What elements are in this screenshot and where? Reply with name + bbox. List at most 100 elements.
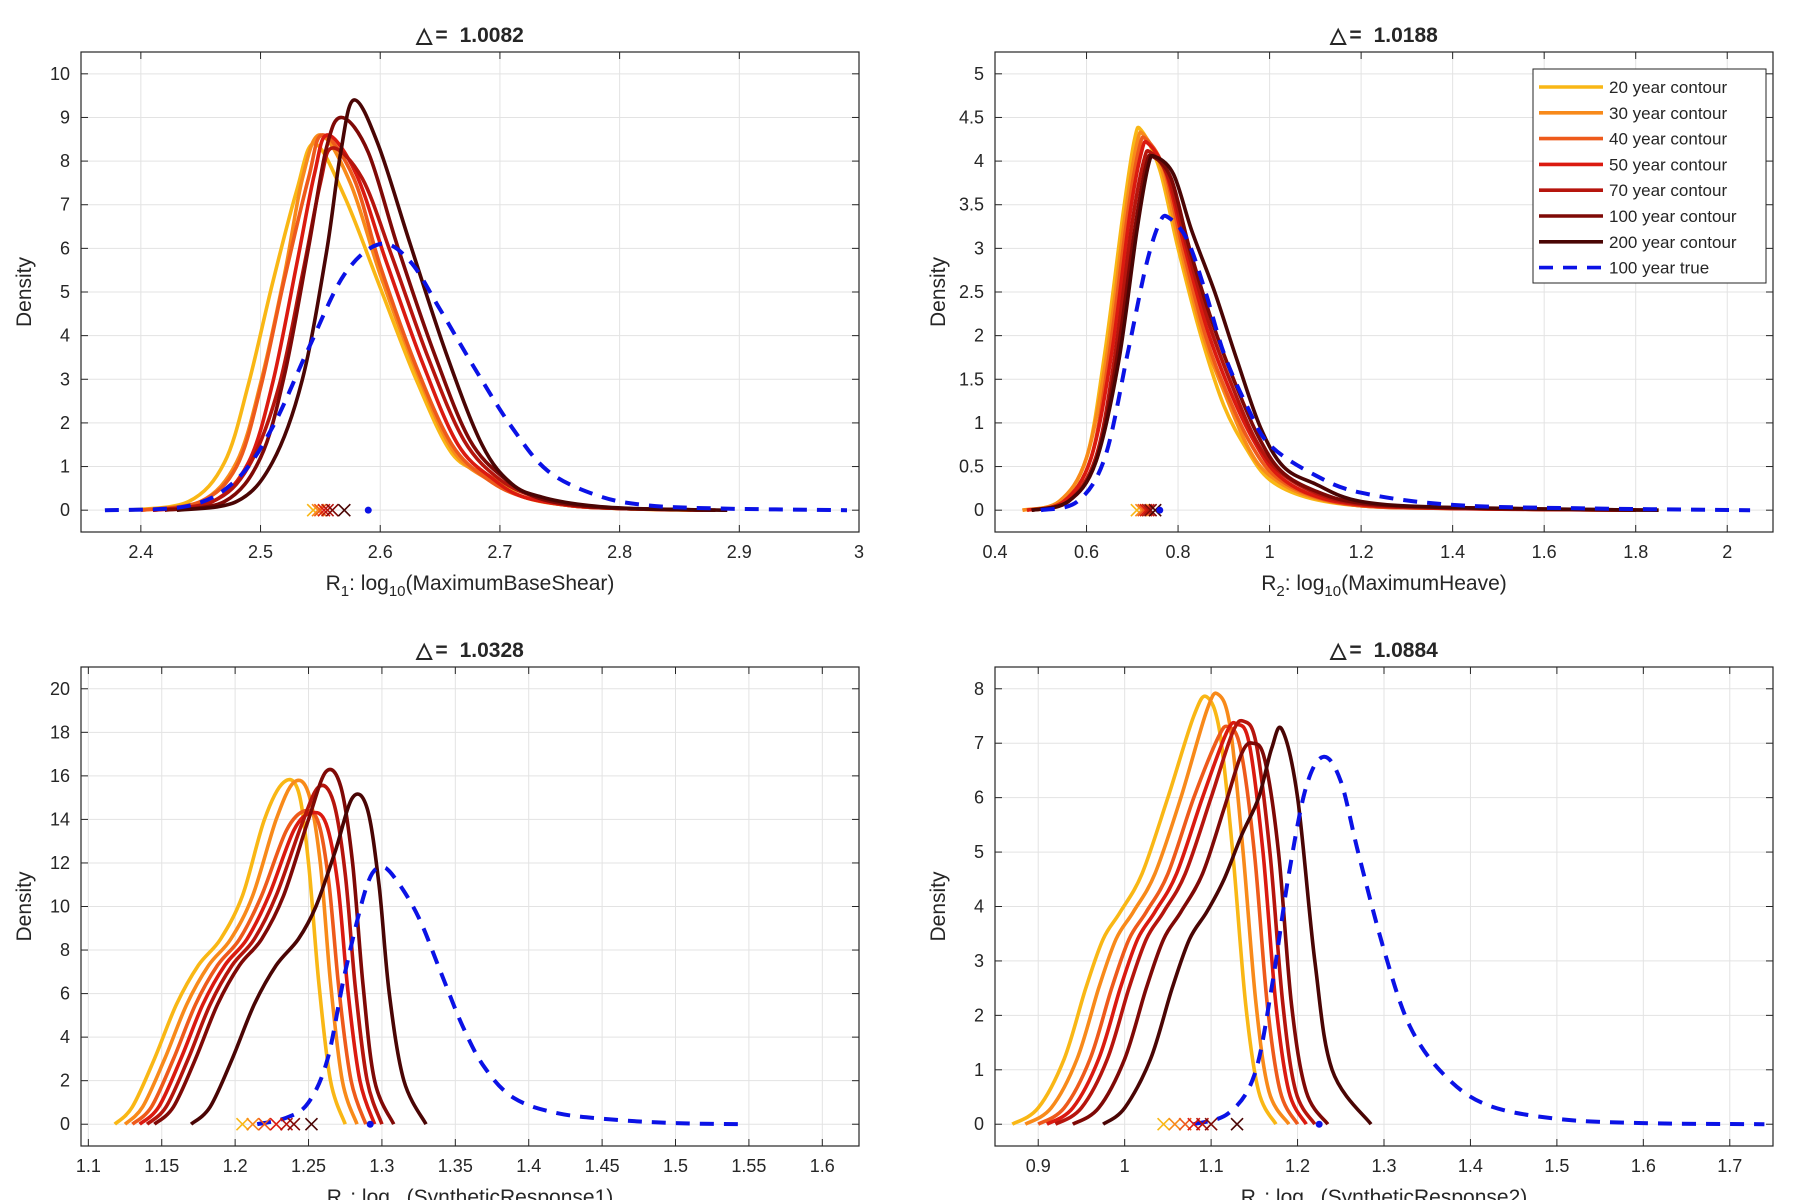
y-tick-label: 3 (60, 369, 70, 389)
y-axis-label: Density (927, 256, 950, 327)
y-tick-label: 2.5 (959, 282, 984, 302)
xlabel-rest: : log (1264, 1186, 1304, 1200)
series-line-100-year-contour (1071, 741, 1330, 1126)
true-marker-dot (364, 506, 372, 514)
y-tick-label: 5 (974, 842, 984, 862)
contour-marker-x (304, 1117, 319, 1131)
x-tick-label: 1.3 (1371, 1156, 1396, 1176)
x-tick-label: 2.8 (607, 542, 632, 562)
subplot-4: 0.9 1 1.1 1.2 1.3 1.4 1.5 1.6 1.7 0 1 2 3 4 5 6 7 8 △ = 1.08… (927, 639, 1774, 1200)
contour-marker-x (325, 503, 339, 517)
tick-marks (995, 667, 1773, 1146)
xlabel-log-subscript: 10 (1324, 583, 1341, 600)
data-layer (1011, 691, 1765, 1131)
marker-stroke (1230, 1117, 1244, 1131)
contour-marker-x (337, 503, 351, 517)
x-tick-label: 1.2 (223, 1156, 248, 1176)
legend: 20 year contour 30 year contour 40 year co… (1532, 68, 1767, 284)
series-line-100-year-contour (164, 115, 716, 512)
title-equals: = (1349, 639, 1361, 662)
xlabel-subscript: 4 (1256, 1197, 1264, 1200)
series-line-30-year-contour (123, 778, 359, 1126)
contour-marker-x (235, 1117, 250, 1131)
y-tick-label: 0 (974, 1114, 984, 1134)
y-tick-label: 6 (60, 984, 70, 1004)
marker-stroke (321, 503, 335, 517)
legend-box (1532, 68, 1767, 284)
marker-stroke (1139, 503, 1153, 517)
x-tick-label: 1.7 (1717, 1156, 1742, 1176)
marker-stroke (1204, 1117, 1218, 1131)
x-axis-label: R1: log10(MaximumBaseShear) (326, 572, 615, 600)
x-axis-label: R4: log10(SyntheticResponse2) (1241, 1186, 1528, 1200)
x-tick-label: 2.4 (128, 542, 153, 562)
marker-stroke (304, 1117, 319, 1131)
x-tick-label: 0.8 (1166, 542, 1191, 562)
x-tick-label: 1 (1265, 542, 1275, 562)
data-layer (104, 98, 848, 517)
x-tick-label: 1.4 (1440, 542, 1465, 562)
x-tick-label: 1.5 (663, 1156, 688, 1176)
contour-marker-x (1141, 503, 1155, 517)
x-tick-label: 1.2 (1349, 542, 1374, 562)
x-tick-label: 1.1 (1199, 1156, 1224, 1176)
x-axis-label: R3: log10(SyntheticResponse1) (327, 1186, 614, 1200)
y-tick-label: 1 (60, 457, 70, 477)
y-tick-label: 3 (974, 951, 984, 971)
y-tick-label: 1.5 (959, 369, 984, 389)
legend-label: 100 year contour (1609, 207, 1737, 226)
y-tick-label: 3 (974, 238, 984, 258)
title-equals: = (435, 639, 447, 662)
delta-symbol: △ (1329, 24, 1347, 47)
delta-symbol: △ (415, 639, 433, 662)
y-axis-label: Density (927, 871, 950, 942)
xlabel-argument: (MaximumHeave) (1341, 572, 1507, 595)
contour-marker-x (287, 1117, 301, 1131)
data-layer (1022, 125, 1751, 517)
tick-marks (994, 52, 1773, 532)
contour-marker-x (246, 1117, 260, 1131)
series-line-70-year-contour (145, 783, 384, 1126)
marker-stroke (1148, 503, 1162, 517)
contour-marker-x (1130, 503, 1144, 517)
y-tick-label: 0.5 (959, 457, 984, 477)
x-tick-label: 3 (854, 542, 864, 562)
y-tick-label: 12 (50, 853, 70, 873)
tick-marks (81, 52, 860, 532)
xlabel-argument: (SyntheticResponse2) (1321, 1186, 1528, 1200)
data-layer (113, 767, 742, 1131)
subplot-title: △ = 1.0328 (415, 639, 524, 662)
legend-label: 20 year contour (1609, 78, 1727, 97)
x-tick-label: 1.55 (731, 1156, 766, 1176)
subplot-1: 2.4 2.5 2.6 2.7 2.8 2.9 3 0 1 2 3 4 5 6 7 8 9 10 △ = 1.0082 R… (13, 24, 864, 600)
y-tick-label: 5 (974, 64, 984, 84)
y-tick-label: 4 (974, 897, 984, 917)
x-tick-label: 2.9 (727, 542, 752, 562)
title-equals: = (435, 24, 447, 47)
y-tick-label: 16 (50, 766, 70, 786)
y-tick-label: 4.5 (959, 107, 984, 127)
y-tick-label: 4 (974, 151, 984, 171)
series-line-50-year-contour (138, 810, 377, 1126)
xlabel-subscript: 1 (341, 583, 349, 600)
marker-stroke (1141, 503, 1155, 517)
tick-marks (81, 667, 859, 1146)
legend-label: 200 year contour (1609, 233, 1737, 252)
xlabel-argument: (MaximumBaseShear) (406, 572, 615, 595)
axes-box (80, 51, 860, 533)
series-line-200-year-contour (1102, 725, 1373, 1126)
y-tick-label: 8 (60, 151, 70, 171)
delta-symbol: △ (415, 24, 433, 47)
axes-box (80, 666, 860, 1147)
contour-marker-x (1144, 503, 1158, 517)
title-value: 1.0884 (1374, 639, 1439, 662)
y-tick-label: 8 (60, 940, 70, 960)
true-marker-dot (1156, 506, 1164, 514)
x-tick-label: 1.6 (810, 1156, 835, 1176)
marker-stroke (1144, 503, 1158, 517)
y-tick-label: 0 (60, 1114, 70, 1134)
title-equals: = (1349, 24, 1361, 47)
y-tick-label: 3.5 (959, 195, 984, 215)
true-marker-dot (366, 1120, 374, 1128)
